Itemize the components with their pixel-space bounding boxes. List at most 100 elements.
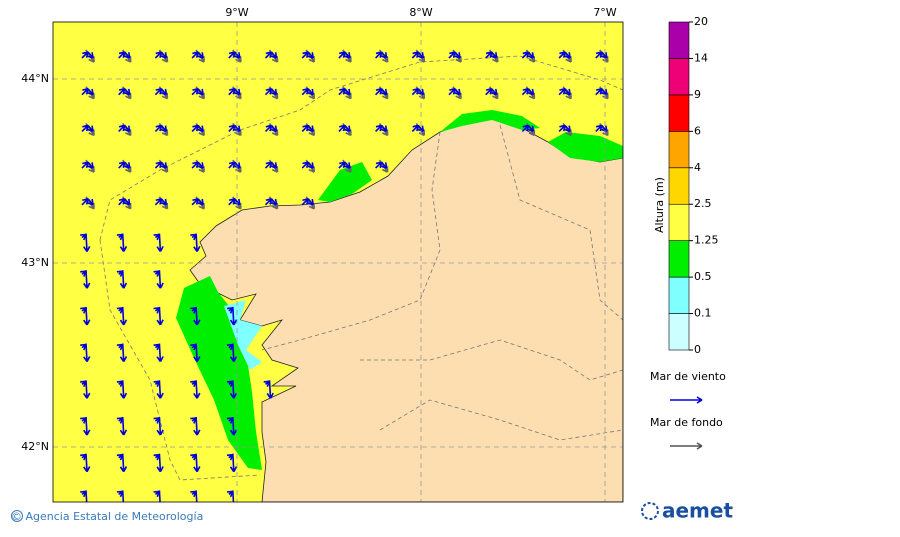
longitude-label: 9°W — [225, 6, 248, 19]
arrow — [123, 88, 131, 96]
arrow — [197, 198, 204, 206]
arrow — [344, 161, 351, 169]
colorbar-title: Altura (m) — [653, 177, 666, 233]
latitude-label: 43°N — [21, 256, 49, 269]
arrow — [153, 417, 161, 424]
arrow — [344, 88, 351, 96]
colorbar-segment — [668, 203, 690, 241]
logo-text: aemet — [662, 499, 733, 523]
arrow — [266, 380, 274, 399]
arrow — [454, 51, 461, 59]
arrow — [226, 343, 234, 351]
arrow — [153, 453, 161, 461]
arrow — [116, 307, 124, 314]
arrow — [195, 490, 198, 502]
colorbar-label: 6 — [694, 124, 701, 137]
arrow — [160, 88, 168, 96]
arrow — [527, 88, 535, 96]
arrow — [454, 88, 461, 96]
arrow — [160, 161, 168, 169]
arrow — [116, 417, 124, 424]
arrow — [83, 233, 91, 252]
arrow — [153, 343, 161, 351]
longitude-label: 8°W — [409, 6, 432, 19]
colorbar-segment — [668, 58, 690, 96]
colorbar-segment — [668, 94, 690, 132]
arrow — [116, 490, 124, 498]
colorbar-label: 9 — [694, 88, 701, 101]
arrow — [190, 380, 197, 388]
arrow — [229, 416, 238, 436]
legend-label: Mar de fondo — [650, 416, 723, 429]
arrow — [226, 490, 234, 498]
arrow — [158, 490, 161, 502]
arrow — [85, 490, 88, 502]
arrow — [153, 233, 161, 241]
arrow — [193, 233, 201, 252]
colorbar: 0 0.1 0.5 1.25 2.5 4 6 9 14 20 — [668, 15, 719, 356]
arrow — [83, 306, 91, 326]
arrow — [116, 270, 124, 277]
arrow — [226, 307, 234, 314]
arrow — [123, 51, 131, 59]
longitude-label: 7°W — [593, 6, 616, 19]
arrow — [190, 233, 197, 241]
arrow — [234, 51, 241, 59]
arrow — [527, 124, 535, 133]
arrow — [344, 51, 351, 59]
arrow — [307, 88, 314, 96]
colorbar-label: 20 — [694, 15, 708, 28]
arrow — [153, 380, 161, 388]
arrow — [87, 124, 94, 133]
arrow — [116, 380, 124, 388]
arrow — [564, 88, 571, 96]
colorbar-label: 4 — [694, 161, 701, 174]
wave-arrows — [80, 49, 609, 502]
arrow — [490, 88, 498, 96]
arrow — [160, 51, 168, 59]
arrow — [87, 88, 94, 96]
arrow — [119, 306, 128, 326]
coastal-band — [548, 132, 623, 162]
colorbar-label: 0 — [694, 343, 701, 356]
colorbar-label: 1.25 — [694, 234, 719, 247]
arrow — [123, 161, 131, 169]
legend-label: Mar de viento — [650, 370, 726, 383]
arrow — [229, 343, 238, 363]
arrow — [270, 124, 278, 133]
arrow — [226, 417, 234, 424]
arrow — [119, 380, 128, 399]
colorbar-segment — [668, 240, 690, 278]
arrow — [190, 307, 197, 314]
arrow — [119, 453, 128, 473]
colorbar-segment — [668, 167, 690, 205]
arrow — [123, 198, 131, 206]
arrow — [153, 490, 161, 498]
colorbar-label: 0.5 — [694, 270, 712, 283]
footer-credit: © Agencia Estatal de Meteorología — [11, 510, 203, 523]
arrow — [232, 490, 235, 502]
colorbar-segment — [668, 21, 690, 59]
map — [53, 22, 623, 502]
arrow — [307, 198, 314, 206]
arrow — [153, 307, 161, 314]
arrow — [670, 442, 703, 450]
arrow — [80, 417, 87, 424]
arrow — [380, 161, 388, 169]
arrow — [80, 453, 87, 461]
legend: Mar de viento Mar de fondo — [650, 370, 726, 450]
map-frame — [52, 21, 624, 503]
coordinate-labels: 9°W 8°W 7°W 44°N 43°N 42°N — [21, 6, 617, 453]
arrow — [190, 343, 197, 351]
arrow — [80, 307, 87, 314]
arrow — [417, 51, 425, 59]
arrow — [156, 416, 164, 436]
latitude-label: 42°N — [21, 440, 49, 453]
arrow — [87, 51, 94, 59]
arrow — [116, 343, 124, 351]
arrow — [564, 51, 571, 59]
arrow — [197, 124, 204, 133]
aemet-logo: aemet — [641, 499, 733, 523]
arrow — [380, 88, 388, 96]
arrow — [119, 270, 128, 289]
